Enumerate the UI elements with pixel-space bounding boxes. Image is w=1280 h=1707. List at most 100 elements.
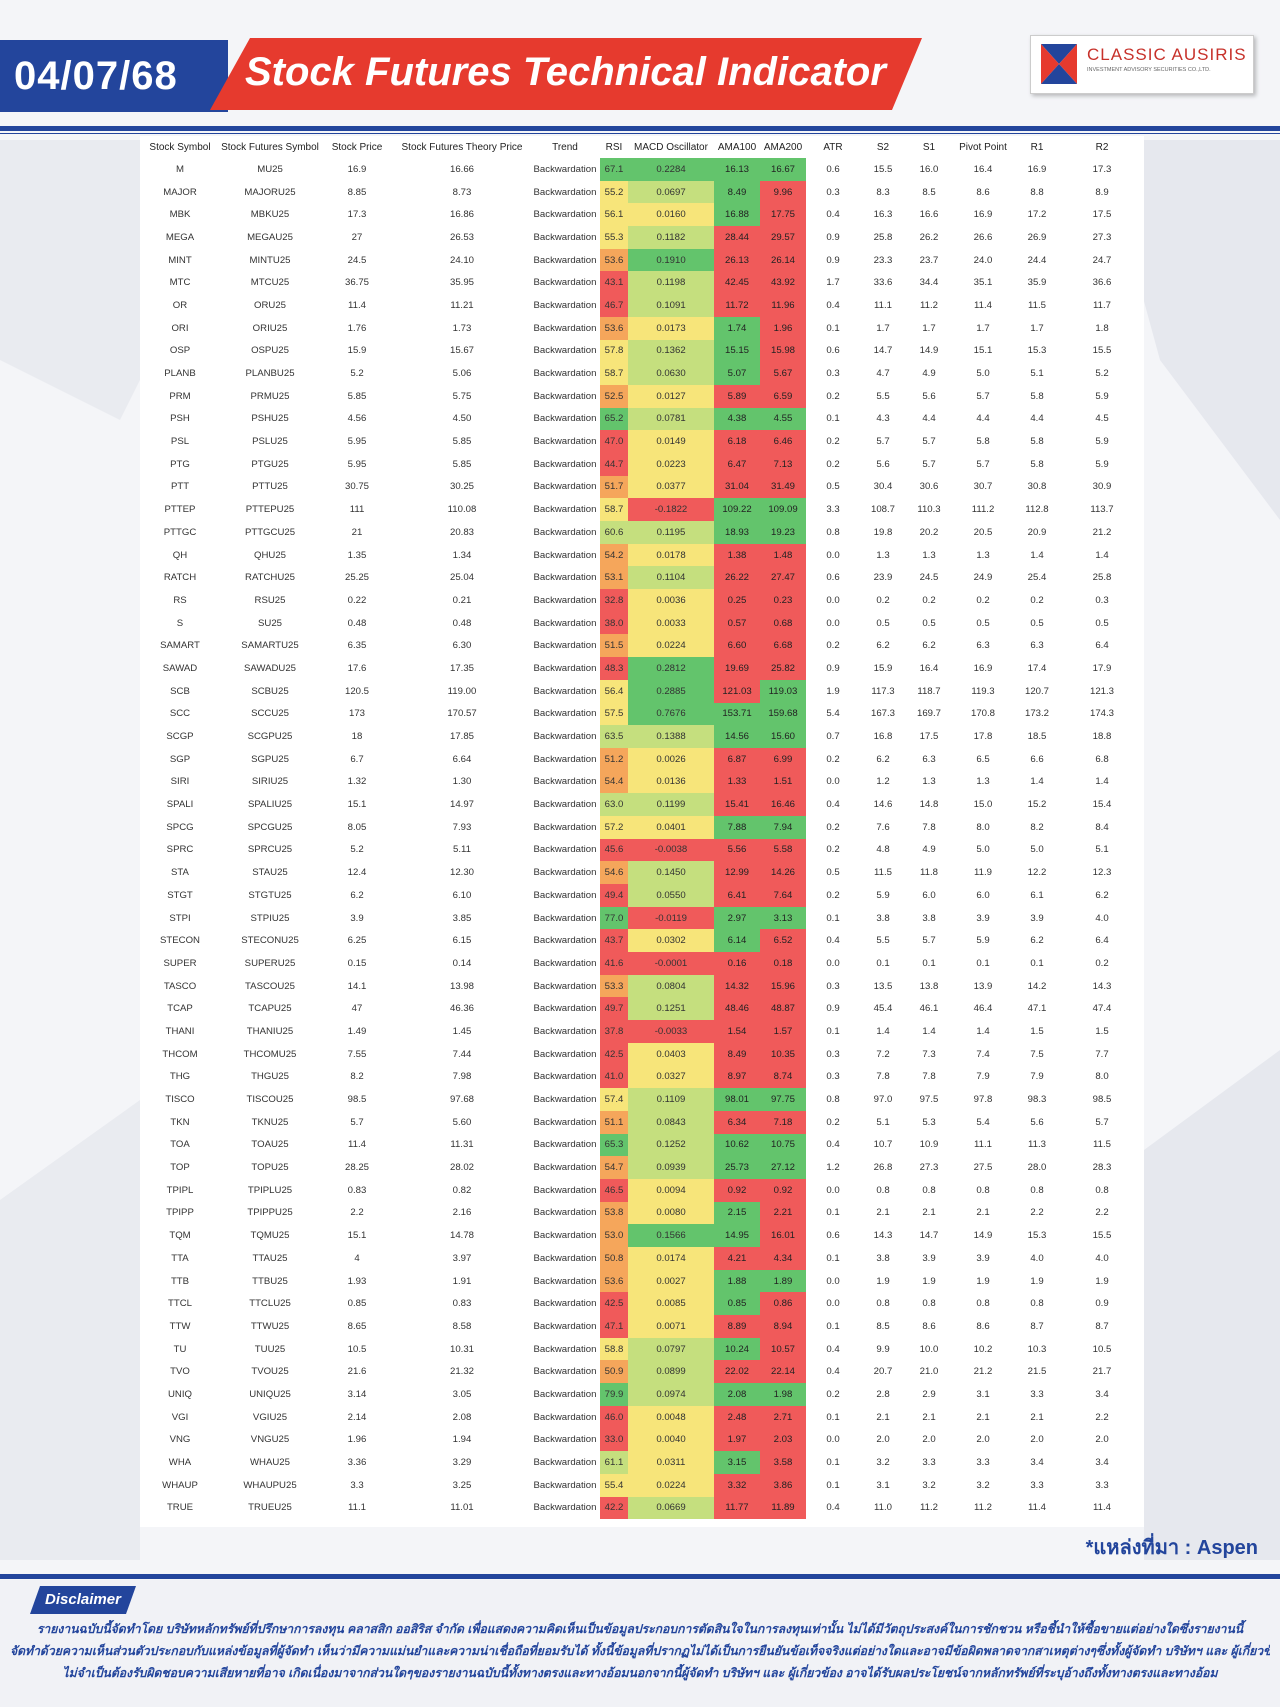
- table-row: RATCH RATCHU25 25.25 25.04 Backwardation 53.1…: [140, 566, 1144, 590]
- table-cell: TPIPPU25: [247, 1207, 293, 1219]
- table-cell: 4.7: [876, 368, 890, 380]
- table-cell: 12.2: [1027, 867, 1047, 879]
- table-row: STECON STECONU25 6.25 6.15 Backwardation 43.7…: [140, 929, 1144, 953]
- table-cell: 0.1450: [628, 861, 714, 884]
- table-cell: 11.4: [974, 299, 992, 311]
- table-cell: Backwardation: [533, 1025, 597, 1037]
- table-cell: 2.0: [1030, 1434, 1044, 1446]
- table-cell: TOPU25: [251, 1162, 289, 1174]
- table-cell: Backwardation: [533, 458, 597, 470]
- table-cell: 0.1199: [628, 793, 714, 816]
- table-cell: 0.5: [1030, 617, 1044, 629]
- table-cell: SAWADU25: [243, 662, 297, 674]
- table-cell: -0.0119: [628, 906, 714, 930]
- table-cell: TASCO: [163, 980, 197, 992]
- table-cell: 3.15: [714, 1451, 760, 1474]
- table-cell: 25.82: [760, 657, 806, 680]
- logo-name: CLASSIC AUSIRIS: [1087, 45, 1247, 64]
- table-cell: 11.4: [1093, 1502, 1111, 1514]
- table-cell: 4.9: [922, 368, 936, 380]
- table-cell: 50.9: [600, 1360, 628, 1384]
- table-cell: 54.2: [600, 543, 628, 567]
- table-cell: ORIU25: [252, 322, 288, 334]
- table-cell: 5.0: [1030, 844, 1044, 856]
- table-cell: 1.3: [976, 776, 990, 788]
- table-cell: 24.7: [1092, 254, 1112, 266]
- table-cell: OSP: [169, 345, 191, 357]
- table-cell: Backwardation: [533, 753, 597, 765]
- table-cell: 4.4: [976, 413, 990, 425]
- table-cell: 11.96: [760, 294, 806, 317]
- table-cell: 97.8: [973, 1094, 993, 1106]
- table-cell: 14.8: [919, 799, 939, 811]
- table-cell: 57.4: [600, 1088, 628, 1111]
- table-cell: TTBU25: [252, 1275, 288, 1287]
- table-cell: 5.9: [1095, 458, 1109, 470]
- table-cell: 14.3: [1092, 980, 1112, 992]
- disclaimer-line: ไม่จำเป็นต้องรับผิดชอบความเสียหายที่อาจ …: [62, 1666, 1218, 1680]
- table-cell: 11.21: [450, 299, 474, 311]
- table-cell: 2.1: [922, 1411, 936, 1423]
- table-cell: 26.8: [873, 1162, 893, 1174]
- table-row: SPALI SPALIU25 15.1 14.97 Backwardation 63.0 0…: [140, 793, 1144, 816]
- table-cell: Backwardation: [533, 186, 597, 198]
- table-cell: Backwardation: [533, 867, 597, 879]
- table-cell: 10.57: [760, 1337, 806, 1361]
- table-cell: 5.56: [714, 838, 760, 862]
- table-cell: 0.9: [826, 254, 840, 266]
- table-row: MINT MINTU25 24.5 24.10 Backwardation 53.6 0.1…: [140, 248, 1144, 272]
- table-cell: Backwardation: [533, 526, 597, 538]
- table-cell: 5.2: [350, 844, 364, 856]
- table-cell: 0.68: [760, 611, 806, 635]
- table-cell: 21.0: [919, 1366, 939, 1378]
- table-cell: 0.8: [826, 1094, 840, 1106]
- table-cell: 8.6: [976, 186, 990, 198]
- table-cell: 0.3: [826, 368, 840, 380]
- table-cell: STGT: [167, 889, 193, 901]
- table-cell: 0.86: [760, 1292, 806, 1316]
- table-cell: 0.1: [922, 957, 936, 969]
- table-cell: 3.58: [760, 1451, 806, 1474]
- table-cell: 1.73: [452, 322, 472, 334]
- table-cell: 97.68: [449, 1094, 474, 1106]
- table-cell: Backwardation: [533, 1184, 597, 1196]
- table-cell: 16.0: [919, 163, 939, 175]
- table-cell: 25.4: [1027, 572, 1047, 584]
- table-cell: 6.5: [976, 753, 990, 765]
- table-cell: 1.4: [1030, 549, 1044, 561]
- table-cell: 16.3: [873, 209, 893, 221]
- table-cell: OR: [172, 299, 188, 311]
- table-cell: 6.6: [1030, 753, 1044, 765]
- table-cell: 48.87: [760, 997, 806, 1021]
- table-cell: 18.93: [714, 521, 760, 544]
- table-cell: 51.2: [600, 747, 628, 771]
- table-cell: 118.7: [917, 685, 941, 697]
- table-cell: 0.4: [826, 1502, 840, 1514]
- table-cell: RATCHU25: [245, 572, 295, 584]
- table-cell: 0.3: [826, 1071, 840, 1083]
- table-cell: 4.5: [1095, 413, 1109, 425]
- table-cell: 0.4: [826, 299, 840, 311]
- table-cell: 3.13: [760, 906, 806, 930]
- table-cell: 46.5: [600, 1178, 628, 1202]
- table-cell: 0.1: [976, 957, 990, 969]
- table-cell: SCGP: [166, 731, 194, 743]
- table-row: STA STAU25 12.4 12.30 Backwardation 54.6 0.145…: [140, 861, 1144, 884]
- table-cell: 0.1910: [628, 248, 714, 272]
- table-cell: 48.3: [600, 657, 628, 680]
- table-cell: 8.74: [760, 1065, 806, 1089]
- table-cell: 173.2: [1024, 708, 1049, 720]
- table-cell: 2.48: [714, 1405, 760, 1429]
- table-cell: 1.35: [347, 549, 367, 561]
- table-cell: 5.5: [876, 935, 890, 947]
- column-header: RSI: [605, 141, 623, 153]
- table-cell: 14.97: [449, 799, 474, 811]
- table-cell: 1.96: [347, 1434, 367, 1446]
- table-cell: 0.0: [826, 617, 840, 629]
- table-cell: 11.2: [974, 1502, 992, 1514]
- table-cell: 0.1566: [628, 1224, 714, 1247]
- table-cell: MEGAU25: [247, 231, 293, 243]
- table-cell: 0.8: [922, 1184, 936, 1196]
- table-cell: TQMU25: [250, 1230, 290, 1242]
- table-cell: 0.9: [826, 1003, 840, 1015]
